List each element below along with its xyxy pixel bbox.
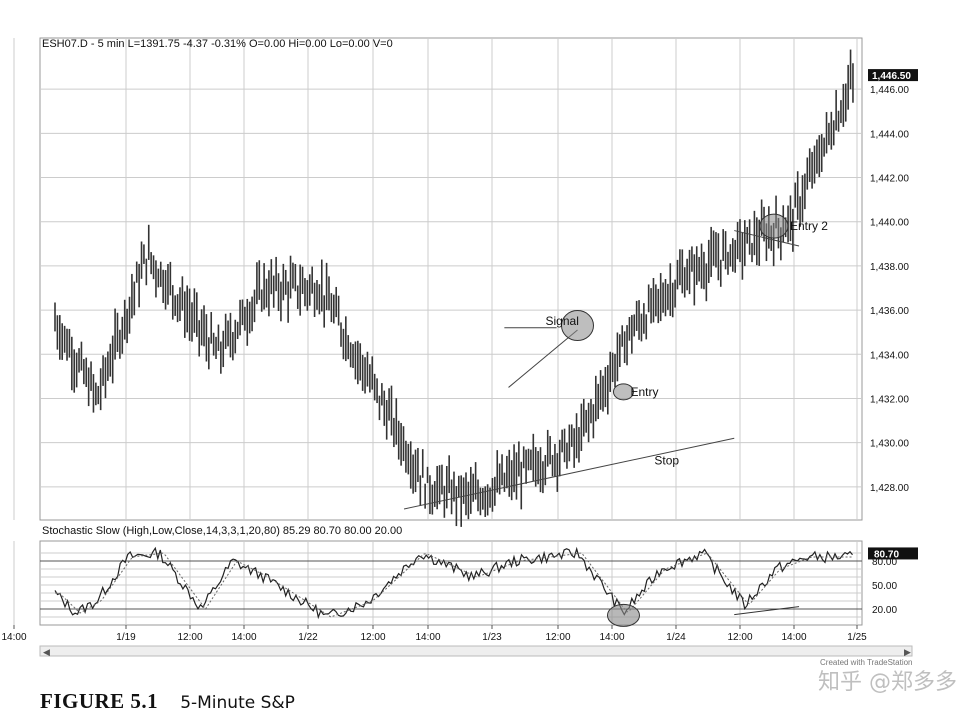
credit-text: Created with TradeStation [820,658,913,667]
price-grid [13,37,863,521]
entry-marker [612,383,634,401]
time-tick-label: 12:00 [545,632,570,643]
figure-title: 5-Minute S&P [180,693,295,713]
price-bars [54,49,854,527]
price-tick-label: 1,436.00 [870,306,909,317]
time-tick-label: 12:00 [727,632,752,643]
time-tick-label: 14:00 [231,632,256,643]
annotation-label: Stop [654,453,679,467]
price-tick-label: 1,440.00 [870,218,909,229]
scroll-left-icon: ◀ [43,648,50,658]
time-tick-label: 1/25 [847,632,867,643]
entry-2-marker [759,213,789,239]
trend-line-signal [508,329,578,388]
stochastic-tick-label: 80.00 [872,557,897,568]
last-value-box [868,547,918,560]
watermark: 知乎 @郑多多 [818,670,957,695]
signal-marker [561,310,594,342]
time-tick-label: 1/24 [666,632,686,643]
stochastic-k-line [54,546,853,620]
stochastic-axis: 80.00 50.00 20.00 80.70 [868,547,918,616]
time-tick-label: 1/23 [482,632,502,643]
stochastic-grid [13,540,863,626]
stochastic-panel-frame [39,540,863,626]
figure-number: FIGURE 5.1 [40,689,159,713]
stochastic-title: Stochastic Slow (High,Low,Close,14,3,3,1… [42,525,402,537]
price-tick-label: 1,438.00 [870,262,909,273]
horizontal-scrollbar[interactable]: ◀ ▶ [39,645,913,658]
last-value-label: 80.70 [874,549,899,560]
price-axis: 1,446.00 1,444.00 1,442.00 1,440.00 1,438.00… [868,69,918,494]
last-price-box [868,69,918,82]
time-tick-label: 14:00 [415,632,440,643]
price-panel-frame [39,37,863,521]
price-tick-label: 1,444.00 [870,129,909,140]
price-tick-label: 1,434.00 [870,350,909,361]
time-tick-label: 14:00 [1,632,26,643]
trend-line-entry-2 [734,230,800,247]
stop-line [403,437,735,510]
stochastic-oversold-marker [606,603,640,627]
stochastic-tick-label: 20.00 [872,605,897,616]
scroll-right-icon: ▶ [904,648,911,658]
stochastic-d-line [55,552,853,618]
time-tick-label: 1/19 [116,632,136,643]
price-tick-label: 1,446.00 [870,85,909,96]
scrollbar-track [39,645,913,657]
price-tick-label: 1,430.00 [870,439,909,450]
last-price-label: 1,446.50 [872,71,911,82]
time-tick-label: 1/22 [298,632,318,643]
figure-caption: FIGURE 5.1 5-Minute S&P [40,689,295,713]
annotation-label: Signal [546,314,579,328]
time-tick-label: 14:00 [599,632,624,643]
time-tick-label: 14:00 [781,632,806,643]
annotation-label: Entry [630,385,658,399]
price-annotations: Signal Entry Entry 2 Stop [403,213,828,510]
stochastic-tick-label: 50.00 [872,581,897,592]
stochastic-trend-line [734,606,800,616]
price-title: ESH07.D - 5 min L=1391.75 -4.37 -0.31% O… [42,38,393,50]
price-tick-label: 1,442.00 [870,174,909,185]
time-tick-label: 12:00 [360,632,385,643]
stochastic-lines [54,546,853,627]
time-axis: 14:00 1/19 12:00 14:00 1/22 12:00 14:00 1/23 12:… [1,625,867,643]
annotation-label: Entry 2 [790,219,828,233]
price-tick-label: 1,432.00 [870,394,909,405]
price-tick-label: 1,428.00 [870,483,909,494]
time-tick-label: 12:00 [177,632,202,643]
